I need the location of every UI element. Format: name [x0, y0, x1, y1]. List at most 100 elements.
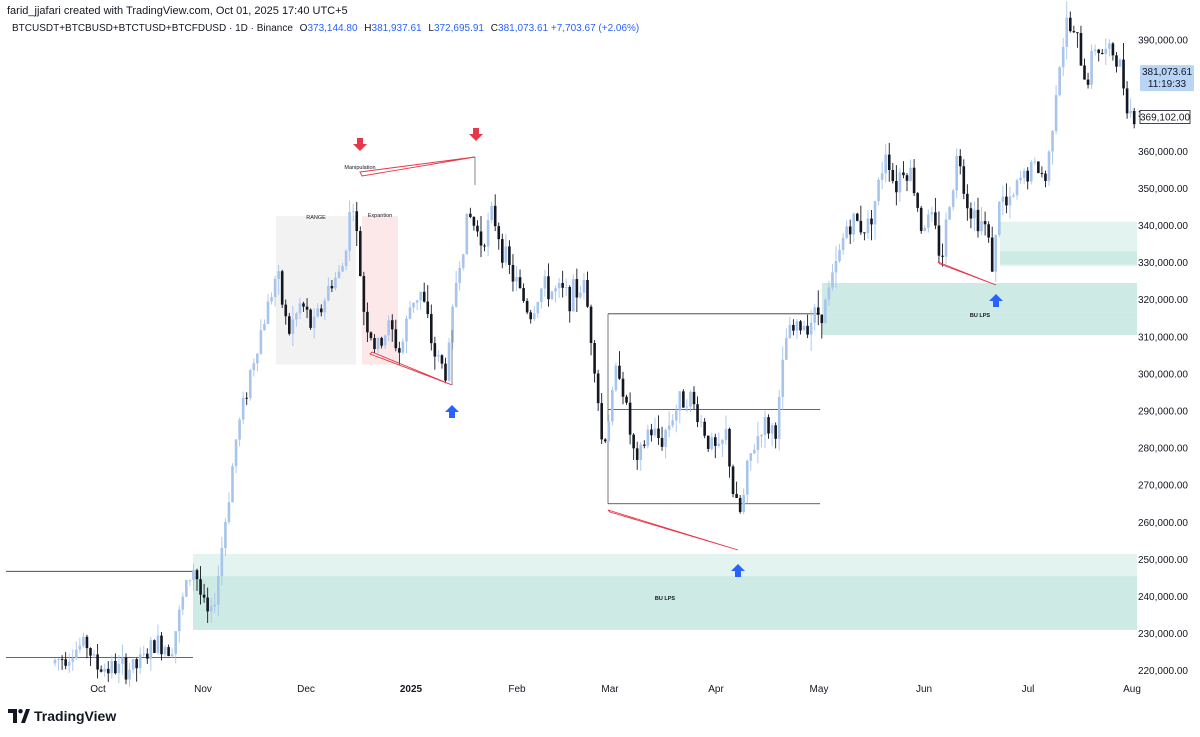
candle	[497, 222, 501, 250]
candle-body	[841, 237, 845, 251]
candle-body	[387, 320, 390, 336]
candle-body	[78, 645, 82, 650]
y-tick-label: 270,000.00	[1138, 481, 1188, 492]
candle-body	[870, 218, 873, 225]
candle-body	[692, 391, 696, 405]
candle	[785, 328, 788, 360]
candle	[721, 439, 724, 458]
candle	[1058, 66, 1061, 97]
candle	[490, 201, 493, 224]
y-tick-label: 230,000.00	[1138, 629, 1188, 640]
candle	[408, 301, 412, 320]
candle	[217, 565, 220, 616]
candle	[277, 264, 280, 295]
tradingview-logo[interactable]: TradingView	[8, 708, 116, 724]
candle	[955, 148, 958, 199]
candle	[504, 234, 508, 267]
candle	[231, 463, 234, 503]
candle-body	[909, 167, 912, 181]
candle	[57, 658, 60, 671]
candle-body	[603, 439, 607, 442]
candle	[415, 299, 419, 311]
candle	[1076, 32, 1079, 48]
expansion-wedge	[369, 351, 453, 386]
candle-body	[792, 324, 795, 331]
x-tick-label: Apr	[708, 684, 724, 695]
candle-body	[873, 201, 877, 225]
candle-body	[110, 660, 114, 674]
candle	[998, 200, 1001, 238]
candle-body	[611, 390, 614, 422]
candle	[351, 203, 355, 222]
candle-body	[433, 343, 437, 357]
candle-body	[941, 255, 944, 257]
candle	[990, 226, 994, 272]
candle-body	[195, 570, 199, 580]
candle-body	[181, 596, 185, 610]
x-tick-label: Aug	[1123, 684, 1141, 695]
candle-body	[224, 521, 227, 549]
candle-body	[667, 425, 671, 430]
candle	[643, 440, 646, 449]
candle	[486, 212, 490, 257]
candle	[288, 312, 291, 336]
candle	[376, 336, 380, 354]
candle	[1072, 25, 1076, 34]
candle-body	[880, 173, 884, 180]
candle-body	[348, 212, 351, 251]
candle	[334, 272, 337, 291]
candle	[1047, 149, 1051, 186]
candle	[398, 341, 401, 365]
candle-body	[138, 654, 142, 669]
bu-lps-zone	[193, 576, 1137, 630]
manipulation-label: Manipulation	[344, 165, 375, 171]
candle-body	[760, 435, 763, 437]
candle	[760, 433, 763, 448]
candle	[160, 632, 163, 661]
bu-lps-label-2: BU LPS	[970, 313, 991, 319]
candle	[341, 262, 344, 272]
candle-body	[703, 421, 706, 436]
symbol-name[interactable]: BTCUSDT+BTCBUSD+BTCTUSD+BTCFDUSD · 1D · …	[12, 23, 293, 34]
candle	[909, 159, 912, 182]
candle-body	[980, 221, 983, 232]
candle-body	[426, 301, 430, 315]
candle	[60, 655, 64, 670]
candle-body	[966, 193, 969, 209]
candle	[937, 211, 941, 263]
candle-body	[998, 201, 1001, 235]
candle-body	[795, 321, 799, 331]
candle-body	[568, 286, 572, 312]
candle	[916, 192, 919, 212]
candle-body	[1065, 17, 1069, 47]
candle	[1100, 49, 1104, 55]
candle	[259, 319, 263, 356]
candle	[224, 518, 227, 556]
candle	[582, 273, 586, 300]
candle-body	[234, 439, 238, 467]
x-tick-label: Nov	[194, 684, 212, 695]
candle	[586, 271, 589, 308]
candle	[437, 350, 440, 362]
candle-body	[263, 323, 266, 331]
candle-body	[1111, 43, 1115, 56]
bearish-arrow-icon	[353, 138, 367, 151]
expansion-box	[362, 216, 398, 365]
candle	[792, 319, 795, 336]
candle-body	[1051, 130, 1054, 152]
candle-body	[160, 635, 163, 655]
candle	[714, 433, 717, 459]
candle	[1129, 98, 1132, 118]
bu-lps-zone-2	[822, 312, 1137, 335]
candle	[824, 298, 827, 324]
candle	[614, 362, 618, 393]
y-tick-label: 280,000.00	[1138, 444, 1188, 455]
candle-body	[85, 636, 89, 649]
candle-body	[532, 313, 536, 320]
candle	[827, 280, 831, 306]
manipulation-wedge	[359, 156, 476, 177]
candle-body	[355, 211, 359, 232]
candle-body	[398, 348, 401, 353]
candle	[380, 336, 383, 349]
